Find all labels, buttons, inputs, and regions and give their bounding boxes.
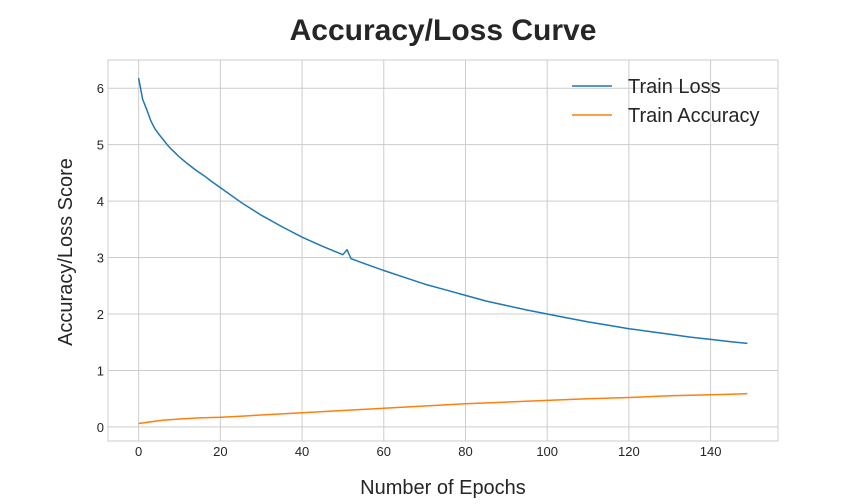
x-axis-label: Number of Epochs (360, 477, 526, 499)
x-tick-label: 40 (295, 444, 309, 459)
x-tick-label: 100 (536, 444, 558, 459)
chart-title: Accuracy/Loss Curve (290, 14, 597, 47)
legend-label-train-loss: Train Loss (628, 76, 721, 98)
x-tick-label: 120 (618, 444, 640, 459)
x-tick-label: 0 (135, 444, 142, 459)
x-tick-label: 80 (458, 444, 472, 459)
plot-frame (107, 59, 779, 442)
x-tick-label: 20 (213, 444, 227, 459)
y-axis-label: Accuracy/Loss Score (55, 158, 77, 346)
y-tick-label: 1 (97, 363, 104, 378)
y-tick-label: 0 (97, 420, 104, 435)
y-tick-label: 3 (97, 251, 104, 266)
legend-label-train-accuracy: Train Accuracy (628, 105, 760, 127)
x-tick-label: 60 (377, 444, 391, 459)
y-tick-label: 2 (97, 307, 104, 322)
legend: Train Loss Train Accuracy (572, 76, 760, 127)
y-tick-label: 4 (97, 194, 104, 209)
series-line-train-accuracy (138, 392, 748, 425)
y-tick-label: 5 (97, 138, 104, 153)
x-tick-label: 140 (700, 444, 722, 459)
series-line-train-loss (137, 77, 748, 345)
plot-area: 0 20 40 60 80 100 120 140 0 1 2 3 4 5 6 (97, 59, 779, 459)
y-tick-label: 6 (97, 81, 104, 96)
